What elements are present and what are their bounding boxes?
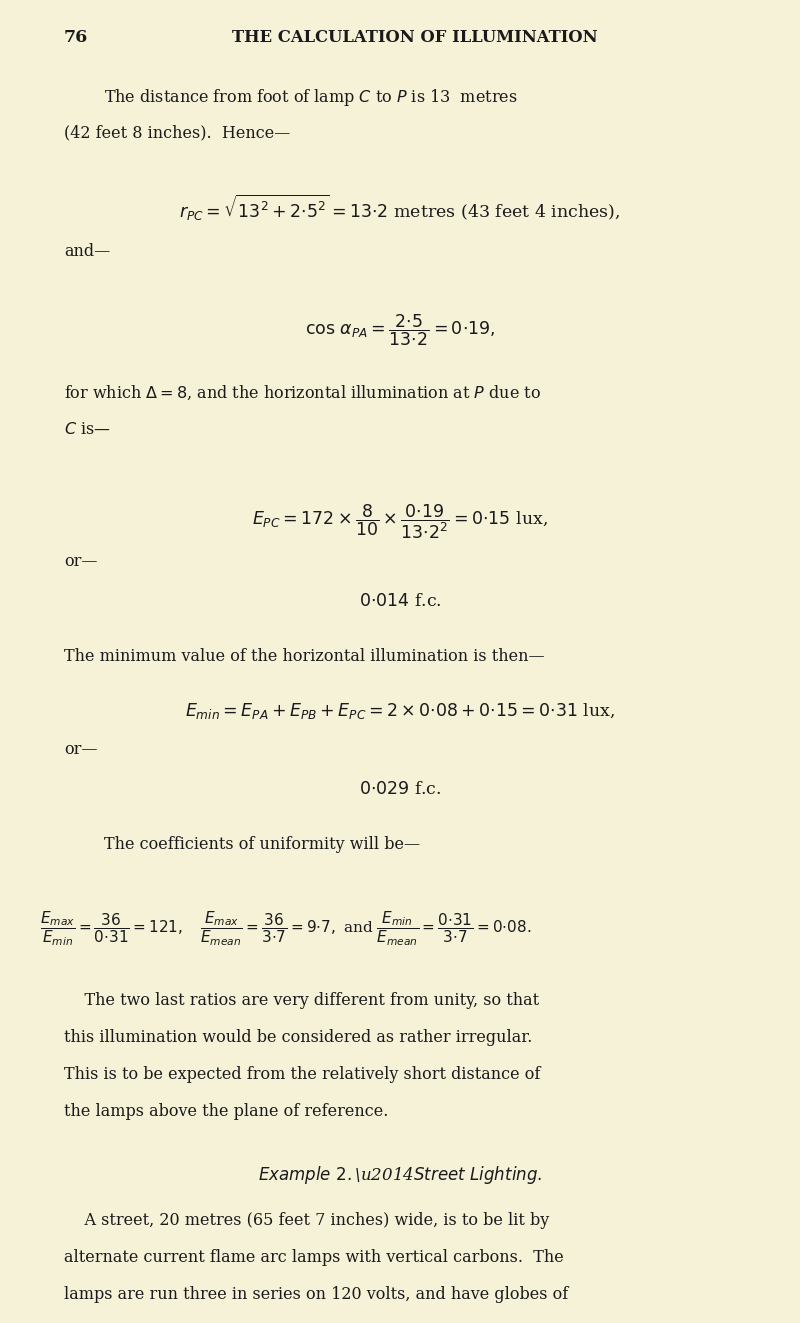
Text: and—: and— (64, 243, 110, 261)
Text: The coefficients of uniformity will be—: The coefficients of uniformity will be— (104, 836, 420, 853)
Text: $\mathit{Example\ 2.}$\u2014$\mathit{Street\ Lighting.}$: $\mathit{Example\ 2.}$\u2014$\mathit{Str… (258, 1164, 542, 1187)
Text: or—: or— (64, 553, 98, 570)
Text: The two last ratios are very different from unity, so that: The two last ratios are very different f… (64, 992, 539, 1009)
Text: The minimum value of the horizontal illumination is then—: The minimum value of the horizontal illu… (64, 648, 545, 665)
Text: $\dfrac{E_{max}}{E_{min}} = \dfrac{36}{0{\cdot}31} = 121,\quad\dfrac{E_{max}}{E_: $\dfrac{E_{max}}{E_{min}} = \dfrac{36}{0… (40, 910, 531, 949)
Text: 76: 76 (64, 29, 88, 46)
Text: or—: or— (64, 741, 98, 758)
Text: $r_{PC} = \sqrt{13^2 + 2{\cdot}5^2} = 13{\cdot}2$ metres (43 feet 4 inches),: $r_{PC} = \sqrt{13^2 + 2{\cdot}5^2} = 13… (179, 193, 621, 224)
Text: The distance from foot of lamp $C$ to $P$ is 13  metres: The distance from foot of lamp $C$ to $P… (104, 87, 518, 108)
Text: A street, 20 metres (65 feet 7 inches) wide, is to be lit by: A street, 20 metres (65 feet 7 inches) w… (64, 1212, 550, 1229)
Text: $E_{PC} = 172 \times \dfrac{8}{10} \times \dfrac{0{\cdot}19}{13{\cdot}2^2} = 0{\: $E_{PC} = 172 \times \dfrac{8}{10} \time… (252, 503, 548, 541)
Text: $0{\cdot}014$ f.c.: $0{\cdot}014$ f.c. (358, 593, 442, 610)
Text: this illumination would be considered as rather irregular.: this illumination would be considered as… (64, 1029, 532, 1046)
Text: $C$ is—: $C$ is— (64, 421, 110, 438)
Text: (42 feet 8 inches).  Hence—: (42 feet 8 inches). Hence— (64, 124, 290, 142)
Text: $\cos\,\alpha_{PA} = \dfrac{2{\cdot}5}{13{\cdot}2} = 0{\cdot}19,$: $\cos\,\alpha_{PA} = \dfrac{2{\cdot}5}{1… (305, 312, 495, 348)
Text: $E_{min} = E_{PA} + E_{PB} + E_{PC} = 2 \times 0{\cdot}08 + 0{\cdot}15 = 0{\cdot: $E_{min} = E_{PA} + E_{PB} + E_{PC} = 2 … (185, 701, 615, 721)
Text: THE CALCULATION OF ILLUMINATION: THE CALCULATION OF ILLUMINATION (232, 29, 598, 46)
Text: This is to be expected from the relatively short distance of: This is to be expected from the relative… (64, 1066, 540, 1084)
Text: alternate current flame arc lamps with vertical carbons.  The: alternate current flame arc lamps with v… (64, 1249, 564, 1266)
Text: for which $\Delta = 8$, and the horizontal illumination at $P$ due to: for which $\Delta = 8$, and the horizont… (64, 384, 541, 402)
Text: lamps are run three in series on 120 volts, and have globes of: lamps are run three in series on 120 vol… (64, 1286, 568, 1303)
Text: the lamps above the plane of reference.: the lamps above the plane of reference. (64, 1103, 388, 1121)
Text: $0{\cdot}029$ f.c.: $0{\cdot}029$ f.c. (358, 781, 442, 798)
